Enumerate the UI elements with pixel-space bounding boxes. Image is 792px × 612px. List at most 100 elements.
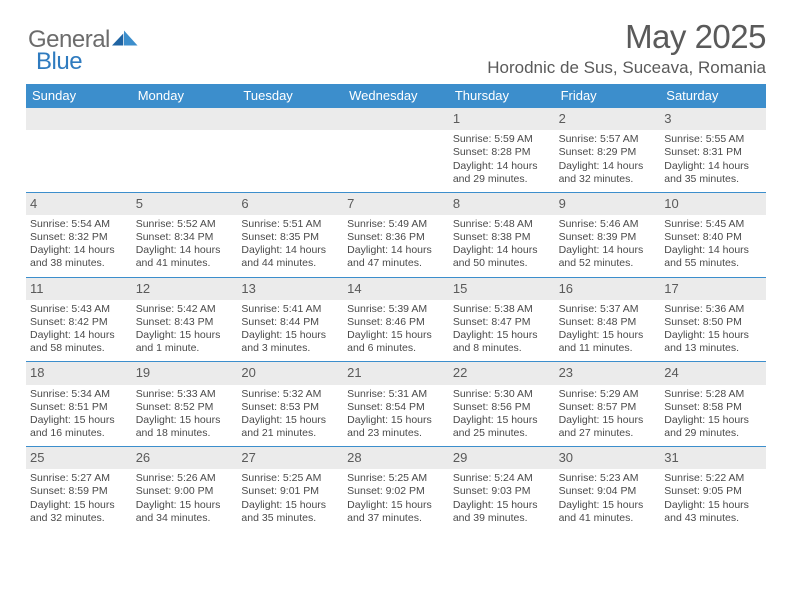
daylight-line: Daylight: 14 hours and 44 minutes. [241,244,339,270]
sunrise-line: Sunrise: 5:46 AM [559,218,657,231]
sunset-line: Sunset: 8:57 PM [559,401,657,414]
day-number: 10 [660,193,766,215]
day-number: 29 [449,447,555,469]
sunrise-line: Sunrise: 5:28 AM [664,388,762,401]
sunset-line: Sunset: 8:44 PM [241,316,339,329]
daylight-line: Daylight: 15 hours and 32 minutes. [30,499,128,525]
sunrise-line: Sunrise: 5:27 AM [30,472,128,485]
sunrise-line: Sunrise: 5:22 AM [664,472,762,485]
page-title: May 2025 [487,18,766,56]
daylight-line: Daylight: 15 hours and 3 minutes. [241,329,339,355]
day-number: 16 [555,278,661,300]
empty-day-number [343,108,449,130]
day-number: 21 [343,362,449,384]
day-number: 26 [132,447,238,469]
sunset-line: Sunset: 8:51 PM [30,401,128,414]
daylight-line: Daylight: 14 hours and 41 minutes. [136,244,234,270]
sunrise-line: Sunrise: 5:48 AM [453,218,551,231]
sunset-line: Sunset: 8:38 PM [453,231,551,244]
daylight-line: Daylight: 14 hours and 32 minutes. [559,160,657,186]
day-number: 17 [660,278,766,300]
weekday-header: Saturday [660,84,766,107]
sunset-line: Sunset: 9:03 PM [453,485,551,498]
sunset-line: Sunset: 8:53 PM [241,401,339,414]
brand-part2: Blue [36,48,82,76]
sunrise-line: Sunrise: 5:24 AM [453,472,551,485]
day-number: 27 [237,447,343,469]
day-cell: 30Sunrise: 5:23 AMSunset: 9:04 PMDayligh… [555,447,661,531]
sunrise-line: Sunrise: 5:29 AM [559,388,657,401]
brand-triangles-icon [112,28,142,48]
week-row: 18Sunrise: 5:34 AMSunset: 8:51 PMDayligh… [26,361,766,446]
day-cell: 6Sunrise: 5:51 AMSunset: 8:35 PMDaylight… [237,193,343,277]
sunrise-line: Sunrise: 5:38 AM [453,303,551,316]
sunset-line: Sunset: 9:04 PM [559,485,657,498]
daylight-line: Daylight: 15 hours and 16 minutes. [30,414,128,440]
day-cell: 29Sunrise: 5:24 AMSunset: 9:03 PMDayligh… [449,447,555,531]
day-number: 5 [132,193,238,215]
weekday-header: Friday [555,84,661,107]
sunrise-line: Sunrise: 5:54 AM [30,218,128,231]
daylight-line: Daylight: 15 hours and 21 minutes. [241,414,339,440]
day-number: 20 [237,362,343,384]
sunrise-line: Sunrise: 5:49 AM [347,218,445,231]
sunrise-line: Sunrise: 5:30 AM [453,388,551,401]
day-cell: 23Sunrise: 5:29 AMSunset: 8:57 PMDayligh… [555,362,661,446]
day-cell: 17Sunrise: 5:36 AMSunset: 8:50 PMDayligh… [660,278,766,362]
sunset-line: Sunset: 8:42 PM [30,316,128,329]
daylight-line: Daylight: 15 hours and 25 minutes. [453,414,551,440]
daylight-line: Daylight: 14 hours and 29 minutes. [453,160,551,186]
day-cell: 22Sunrise: 5:30 AMSunset: 8:56 PMDayligh… [449,362,555,446]
day-number: 28 [343,447,449,469]
day-cell: 1Sunrise: 5:59 AMSunset: 8:28 PMDaylight… [449,108,555,192]
sunset-line: Sunset: 9:00 PM [136,485,234,498]
day-cell: 7Sunrise: 5:49 AMSunset: 8:36 PMDaylight… [343,193,449,277]
day-number: 8 [449,193,555,215]
sunset-line: Sunset: 8:46 PM [347,316,445,329]
sunrise-line: Sunrise: 5:25 AM [241,472,339,485]
sunrise-line: Sunrise: 5:52 AM [136,218,234,231]
sunset-line: Sunset: 8:35 PM [241,231,339,244]
daylight-line: Daylight: 14 hours and 38 minutes. [30,244,128,270]
sunset-line: Sunset: 8:29 PM [559,146,657,159]
week-row: 25Sunrise: 5:27 AMSunset: 8:59 PMDayligh… [26,446,766,531]
sunset-line: Sunset: 8:54 PM [347,401,445,414]
day-number: 24 [660,362,766,384]
sunset-line: Sunset: 9:05 PM [664,485,762,498]
weekday-header-row: SundayMondayTuesdayWednesdayThursdayFrid… [26,84,766,107]
week-row: 11Sunrise: 5:43 AMSunset: 8:42 PMDayligh… [26,277,766,362]
sunset-line: Sunset: 8:36 PM [347,231,445,244]
week-row: 4Sunrise: 5:54 AMSunset: 8:32 PMDaylight… [26,192,766,277]
day-number: 14 [343,278,449,300]
day-number: 18 [26,362,132,384]
calendar-body: 1Sunrise: 5:59 AMSunset: 8:28 PMDaylight… [26,107,766,531]
day-cell: 31Sunrise: 5:22 AMSunset: 9:05 PMDayligh… [660,447,766,531]
day-cell: 2Sunrise: 5:57 AMSunset: 8:29 PMDaylight… [555,108,661,192]
day-number: 25 [26,447,132,469]
day-number: 1 [449,108,555,130]
sunrise-line: Sunrise: 5:39 AM [347,303,445,316]
day-number: 13 [237,278,343,300]
sunset-line: Sunset: 8:52 PM [136,401,234,414]
sunset-line: Sunset: 8:58 PM [664,401,762,414]
sunrise-line: Sunrise: 5:41 AM [241,303,339,316]
day-cell: 21Sunrise: 5:31 AMSunset: 8:54 PMDayligh… [343,362,449,446]
day-number: 3 [660,108,766,130]
empty-cell [237,108,343,192]
sunset-line: Sunset: 9:01 PM [241,485,339,498]
daylight-line: Daylight: 14 hours and 47 minutes. [347,244,445,270]
day-cell: 11Sunrise: 5:43 AMSunset: 8:42 PMDayligh… [26,278,132,362]
sunset-line: Sunset: 8:56 PM [453,401,551,414]
sunrise-line: Sunrise: 5:55 AM [664,133,762,146]
sunrise-line: Sunrise: 5:34 AM [30,388,128,401]
sunset-line: Sunset: 8:40 PM [664,231,762,244]
sunrise-line: Sunrise: 5:25 AM [347,472,445,485]
day-number: 2 [555,108,661,130]
day-number: 4 [26,193,132,215]
daylight-line: Daylight: 15 hours and 13 minutes. [664,329,762,355]
daylight-line: Daylight: 15 hours and 8 minutes. [453,329,551,355]
day-cell: 27Sunrise: 5:25 AMSunset: 9:01 PMDayligh… [237,447,343,531]
weekday-header: Tuesday [237,84,343,107]
day-number: 11 [26,278,132,300]
sunset-line: Sunset: 8:43 PM [136,316,234,329]
